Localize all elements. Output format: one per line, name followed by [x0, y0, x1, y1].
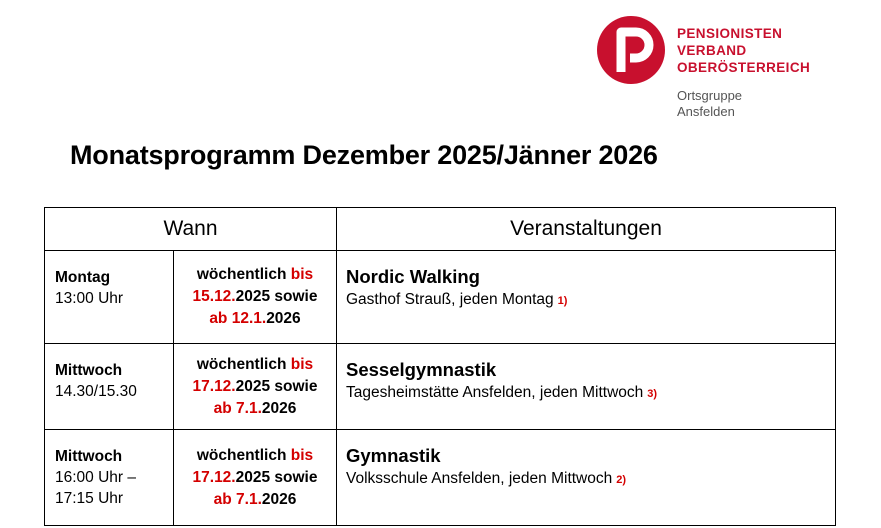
freq-end-date: 17.12. — [192, 468, 236, 486]
freq-end-date: 15.12. — [192, 288, 236, 305]
org-subtitle-line1: Ortsgruppe — [677, 88, 743, 103]
day-time: 14.30/15.30 — [55, 383, 137, 400]
frequency-cell: wöchentlich bis 17.12.2025 sowie ab 7.1.… — [173, 343, 337, 430]
frequency-cell: wöchentlich bis 17.12.2025 sowie ab 7.1.… — [173, 429, 337, 526]
event-cell: Nordic Walking Gasthof Strauß, jeden Mon… — [336, 250, 836, 344]
freq-end-year: 2025 sowie — [235, 377, 318, 395]
table-header-row: Wann Veranstaltungen — [44, 207, 836, 251]
freq-start-year: 2026 — [266, 310, 301, 327]
event-title: Gymnastik — [346, 445, 441, 466]
org-name-line3: OBERÖSTERREICH — [677, 60, 811, 75]
freq-start-year: 2026 — [261, 399, 297, 417]
event-cell: Gymnastik Volksschule Ansfelden, jeden M… — [336, 429, 836, 526]
day-name: Montag — [55, 269, 111, 286]
freq-weekly: wöchentlich — [196, 446, 287, 464]
day-cell: Mittwoch 16:00 Uhr – 17:15 Uhr — [44, 429, 174, 526]
freq-until: bis — [290, 355, 314, 373]
event-description: Tagesheimstätte Ansfelden, jeden Mittwoc… — [346, 382, 835, 405]
event-location: Volksschule Ansfelden, jeden Mittwoch — [346, 470, 613, 487]
event-location: Gasthof Strauß, jeden Montag — [346, 291, 554, 308]
freq-start-year: 2026 — [261, 490, 297, 508]
org-subtitle-line2: Ansfelden — [677, 104, 735, 119]
header-when: Wann — [44, 207, 337, 251]
event-description: Gasthof Strauß, jeden Montag 1) — [346, 289, 835, 312]
footnote-marker: 3) — [647, 388, 658, 400]
freq-end-year: 2025 sowie — [235, 468, 318, 486]
event-title: Nordic Walking — [346, 266, 480, 287]
day-time: 13:00 Uhr — [55, 290, 124, 307]
page-title: Monatsprogramm Dezember 2025/Jänner 2026 — [70, 140, 658, 170]
freq-until: bis — [290, 266, 314, 283]
freq-weekly: wöchentlich — [196, 355, 287, 373]
event-description: Volksschule Ansfelden, jeden Mittwoch 2) — [346, 468, 835, 491]
frequency-cell: wöchentlich bis 15.12.2025 sowie ab 12.1… — [173, 250, 337, 344]
org-name-line2: VERBAND — [677, 43, 747, 58]
day-cell: Mittwoch 14.30/15.30 — [44, 343, 174, 430]
day-cell: Montag 13:00 Uhr — [44, 250, 174, 344]
day-time: 16:00 Uhr – 17:15 Uhr — [55, 469, 136, 507]
organization-logo: PENSIONISTEN VERBAND OBERÖSTERREICH Orts… — [597, 16, 857, 126]
freq-start-date: ab 12.1. — [209, 310, 267, 327]
freq-start-date: ab 7.1. — [213, 399, 262, 417]
day-name: Mittwoch — [55, 362, 123, 379]
org-name-line1: PENSIONISTEN — [677, 26, 783, 41]
freq-end-date: 17.12. — [192, 377, 236, 395]
freq-end-year: 2025 sowie — [235, 288, 318, 305]
freq-start-date: ab 7.1. — [213, 490, 262, 508]
program-table: Wann Veranstaltungen Montag 13:00 Uhr wö… — [44, 207, 836, 526]
freq-until: bis — [290, 446, 314, 464]
table-row: Mittwoch 14.30/15.30 wöchentlich bis 17.… — [44, 343, 836, 430]
table-row: Mittwoch 16:00 Uhr – 17:15 Uhr wöchentli… — [44, 429, 836, 526]
footnote-marker: 2) — [616, 474, 627, 486]
event-location: Tagesheimstätte Ansfelden, jeden Mittwoc… — [346, 384, 644, 401]
event-cell: Sesselgymnastik Tagesheimstätte Ansfelde… — [336, 343, 836, 430]
table-row: Montag 13:00 Uhr wöchentlich bis 15.12.2… — [44, 250, 836, 344]
header-events: Veranstaltungen — [336, 207, 836, 251]
day-name: Mittwoch — [55, 448, 123, 465]
footnote-marker: 1) — [557, 295, 568, 307]
event-title: Sesselgymnastik — [346, 359, 497, 380]
freq-weekly: wöchentlich — [196, 266, 287, 283]
pensionisten-p-icon — [597, 16, 665, 84]
